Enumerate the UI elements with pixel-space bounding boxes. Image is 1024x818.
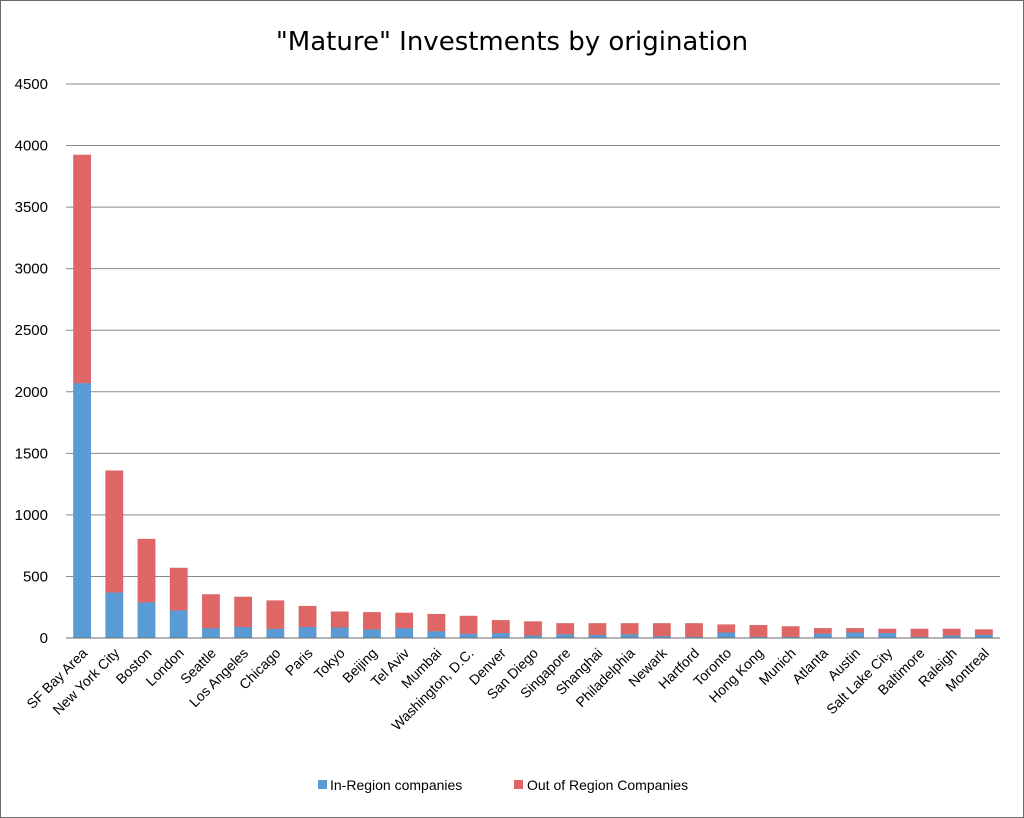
bars [72, 154, 994, 639]
chart-title: "Mature" Investments by origination [276, 27, 748, 57]
bar-segment-out-of-region [749, 624, 768, 638]
bar-segment-in-region [169, 610, 188, 639]
bar-segment-in-region [620, 634, 639, 639]
bar-segment-out-of-region [652, 622, 671, 637]
bar-segment-in-region [137, 602, 156, 639]
bar-segment-out-of-region [169, 567, 188, 611]
bar-segment-in-region [491, 632, 510, 639]
bar-segment-out-of-region [813, 627, 832, 634]
bar-segment-in-region [201, 627, 221, 639]
bar-segment-out-of-region [234, 596, 253, 628]
bar-segment-out-of-region [556, 622, 575, 635]
y-tick-label: 0 [40, 630, 48, 647]
legend: In-Region companies Out of Region Compan… [318, 777, 688, 793]
bar-segment-out-of-region [717, 624, 736, 633]
bar-segment-out-of-region [588, 622, 607, 636]
x-tick-label: Munich [756, 645, 799, 688]
bar-segment-out-of-region [427, 613, 446, 632]
bar-segment-out-of-region [845, 627, 865, 633]
x-tick-label: Paris [282, 645, 316, 679]
y-tick-label: 4000 [15, 138, 48, 155]
bar-segment-in-region [298, 626, 317, 639]
bar-segment-out-of-region [491, 619, 510, 634]
bar-segment-out-of-region [974, 629, 994, 636]
bar-segment-out-of-region [330, 611, 349, 628]
bar-segment-out-of-region [72, 154, 92, 384]
y-tick-label: 2500 [15, 322, 48, 339]
x-tick-label: Atlanta [789, 645, 831, 687]
bar-segment-out-of-region [684, 622, 704, 638]
bar-segment-out-of-region [266, 600, 285, 630]
legend-label-in-region: In-Region companies [330, 777, 462, 793]
bar-segment-in-region [362, 629, 382, 639]
bar-segment-out-of-region [942, 628, 961, 636]
bar-segment-in-region [266, 628, 285, 639]
bar-segment-in-region [105, 592, 124, 639]
y-tick-label: 1500 [15, 445, 48, 462]
bar-segment-out-of-region [781, 626, 800, 638]
y-axis-ticks: 0 500 1000 1500 2000 2500 3000 3500 4000 4500 [15, 76, 48, 647]
bar-segment-out-of-region [362, 611, 382, 630]
bar-segment-in-region [556, 634, 575, 639]
bar-segment-in-region [845, 632, 865, 639]
y-tick-label: 3500 [15, 199, 48, 216]
gridlines [66, 83, 1000, 577]
bar-segment-in-region [395, 627, 414, 639]
bar-segment-out-of-region [395, 612, 414, 629]
bar-segment-out-of-region [137, 538, 156, 603]
y-tick-label: 3000 [15, 261, 48, 278]
bar-segment-in-region [717, 632, 736, 639]
legend-swatch-in-region [318, 780, 327, 789]
bar-segment-in-region [427, 630, 446, 639]
bar-segment-out-of-region [459, 615, 478, 634]
y-tick-label: 1000 [15, 507, 48, 524]
bar-segment-out-of-region [201, 594, 221, 629]
legend-swatch-out-of-region [514, 780, 523, 789]
y-tick-label: 500 [23, 568, 48, 585]
bar-segment-in-region [459, 633, 478, 639]
y-tick-label: 2000 [15, 384, 48, 401]
bar-segment-out-of-region [298, 605, 317, 628]
bar-segment-out-of-region [523, 621, 543, 636]
bar-segment-in-region [330, 627, 349, 639]
bar-segment-out-of-region [910, 628, 929, 638]
y-tick-label: 4500 [15, 76, 48, 93]
bar-segment-out-of-region [878, 628, 897, 634]
bar-segment-out-of-region [105, 470, 124, 593]
bar-segment-in-region [72, 382, 92, 639]
legend-label-out-of-region: Out of Region Companies [527, 777, 688, 793]
bar-segment-in-region [878, 632, 897, 639]
bar-segment-out-of-region [620, 622, 639, 635]
bar-segment-in-region [234, 626, 253, 639]
bar-segment-in-region [813, 633, 832, 639]
